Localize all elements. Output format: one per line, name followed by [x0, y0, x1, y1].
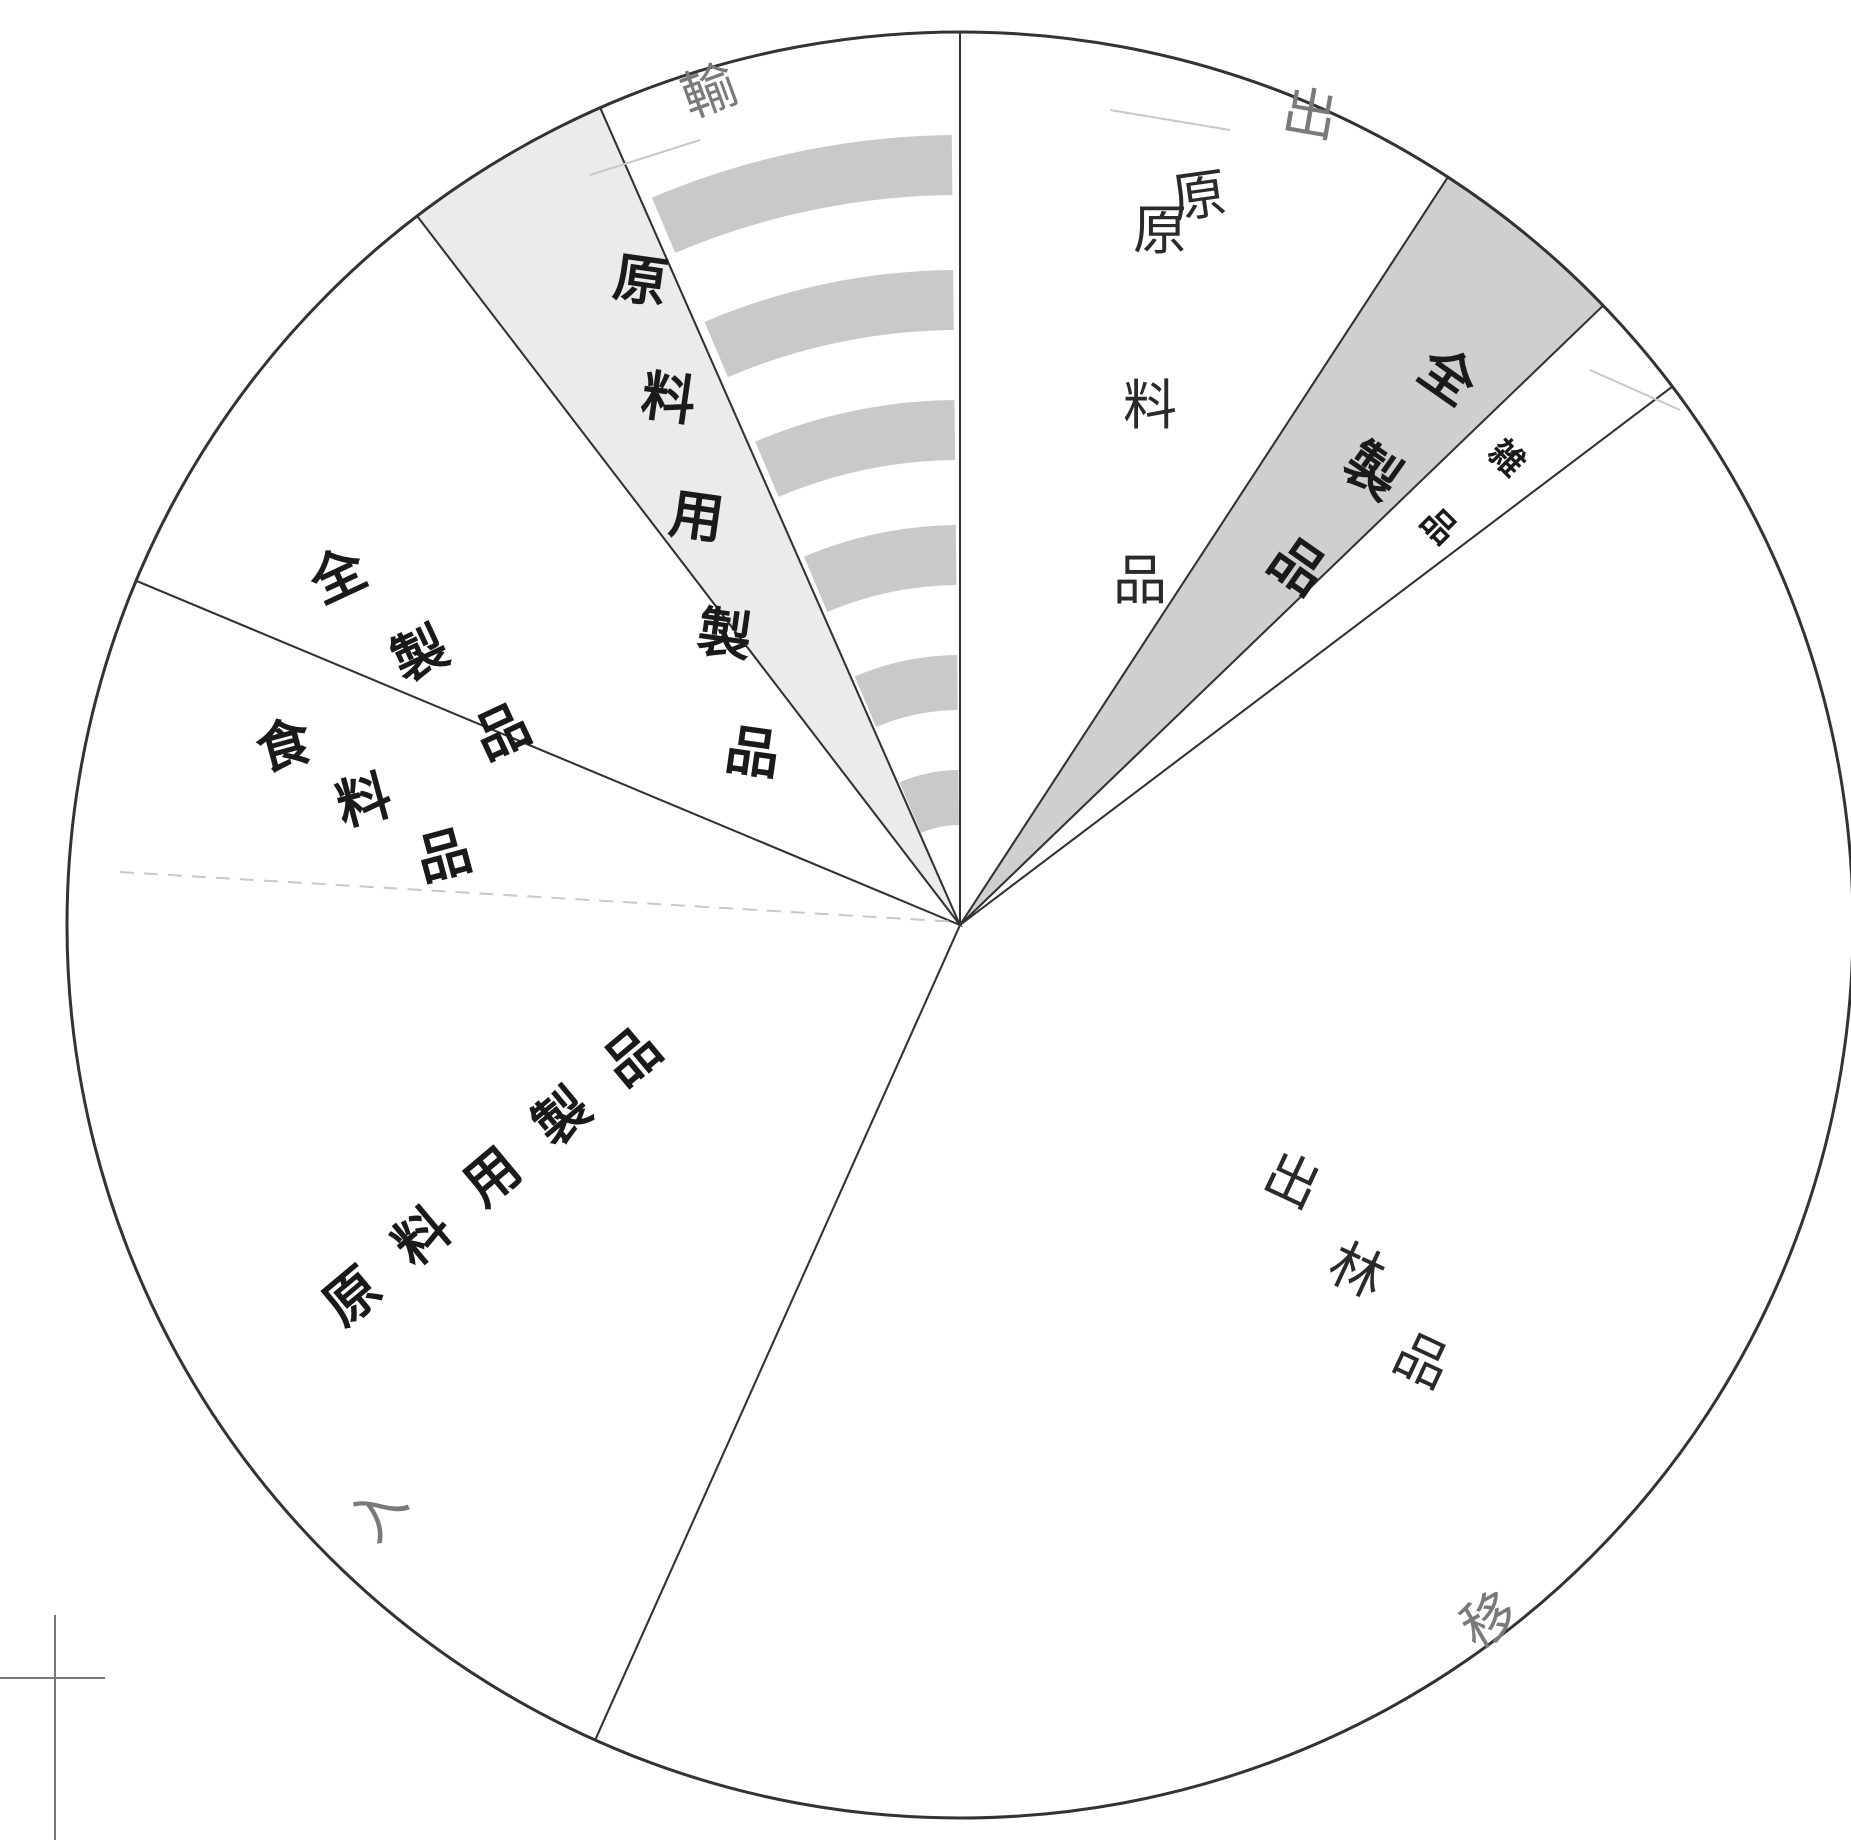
slice-label-genryohin-char-2: 品: [1113, 549, 1167, 612]
slice-label-genryohin: 原: [1168, 161, 1230, 231]
slice-label-zenseihin: 全製品: [1257, 334, 1489, 608]
slice-label-genryoyoseihin-char-1: 料: [381, 1194, 464, 1278]
slice-label-zenseihin-char-1: 製: [1332, 429, 1413, 512]
slice-label-genryoyoseihin-char-4: 品: [591, 1014, 674, 1098]
pie-slices: [66, 30, 1851, 1819]
slice-label-genryohin-char-1: 料: [1123, 374, 1177, 437]
slice-label-genryoyoseihin-2-char-1: 料: [637, 363, 699, 434]
slice-label-shutsurinhin-char-2: 品: [1384, 1321, 1460, 1401]
inner-arc-band-0: [651, 135, 953, 253]
label-shutsu-top: 出: [1278, 79, 1342, 150]
guide-line-top-right: [1109, 109, 1231, 131]
slice-label-genryoyoseihin-2-char-2: 用: [665, 481, 727, 552]
slice-label-shokuryohin-char-0: 食: [249, 707, 319, 783]
guide-line-left: [119, 871, 959, 923]
slice-label-shokuryohin: 食料品: [249, 707, 478, 893]
slice-label-shokuryohin-char-1: 料: [329, 762, 398, 838]
slice-label-genryoyoseihin-char-0: 原: [311, 1254, 394, 1338]
slice-label-zappin: 雑品: [1412, 432, 1532, 553]
slice-label-zappin-char-0: 雑: [1480, 432, 1533, 485]
inner-arc-band-4: [854, 655, 958, 728]
slice-label-zenseihin-2-char-1: 製: [382, 613, 458, 694]
slice-label-zenseihin-2-char-0: 全: [299, 535, 377, 617]
slice-label-genryoyoseihin-2-char-3: 製: [693, 599, 755, 670]
slice-label-zappin-char-1: 品: [1412, 500, 1464, 552]
slice-label-zenseihin-2: 全製品: [299, 535, 540, 772]
slice-label-genryohin: 原料品: [1113, 199, 1187, 612]
slice-label-shutsurinhin-char-0: 出: [1254, 1141, 1330, 1221]
slice-label-shutsurinhin: 出林品: [1254, 1141, 1460, 1401]
inner-arc-bands: [651, 135, 959, 833]
slice-label-genryoyoseihin-2-char-0: 原: [609, 245, 671, 316]
slice-label-genryoyoseihin-char-2: 用: [451, 1134, 534, 1218]
slice-label-genryohin-char-0: 原: [1133, 199, 1187, 262]
slice-label-genryoyoseihin-2-char-4: 品: [721, 717, 783, 788]
pie-outline: [65, 30, 1851, 1820]
guide-line-right: [1589, 369, 1681, 411]
slice-label-zenseihin-char-0: 全: [1407, 334, 1490, 419]
inner-arc-band-5: [899, 770, 959, 833]
inner-arc-band-1: [704, 270, 954, 378]
slice-label-shutsurinhin-char-1: 林: [1319, 1231, 1395, 1311]
slice-label-genryoyoseihin-char-3: 製: [521, 1074, 604, 1158]
slice-label-zenseihin-2-char-2: 品: [464, 691, 540, 772]
inner-arc-band-2: [755, 400, 956, 497]
slice-label-shokuryohin-char-2: 品: [409, 817, 478, 893]
guide-line-top: [589, 139, 701, 176]
inner-arc-band-3: [803, 525, 957, 612]
slice-label-zenseihin-char-2: 品: [1257, 524, 1338, 607]
